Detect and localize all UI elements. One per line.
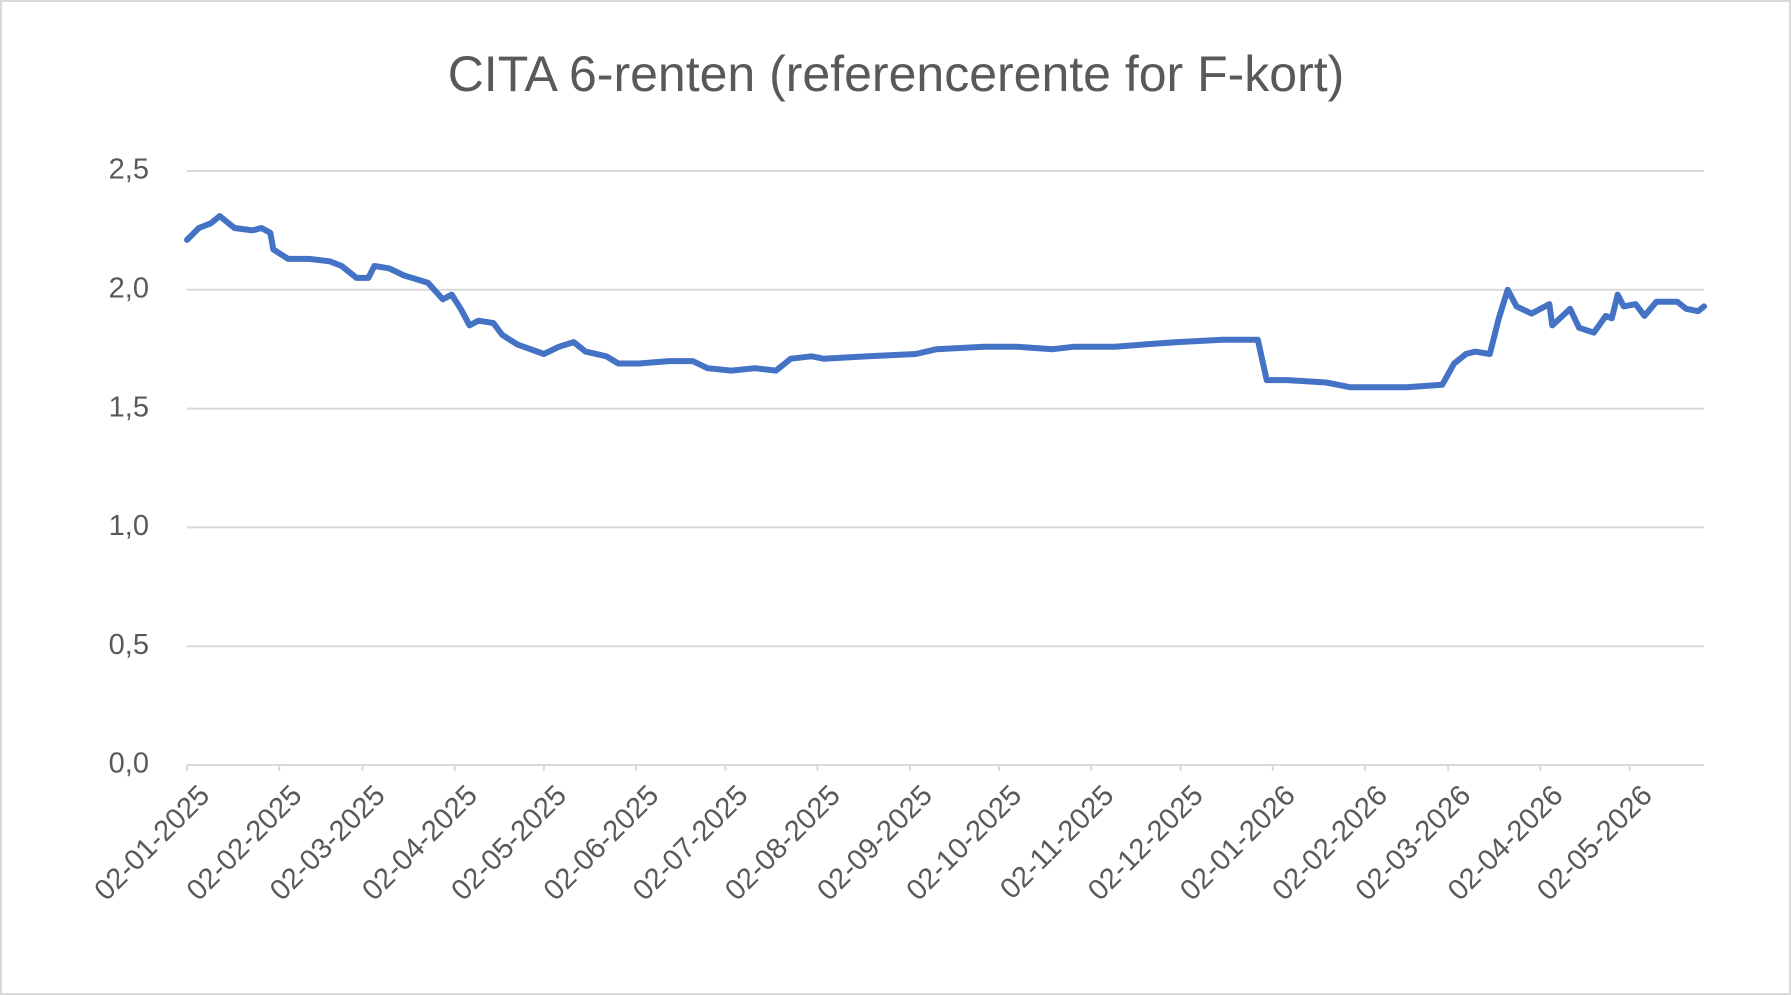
y-tick-label: 2,0 bbox=[109, 272, 149, 304]
y-tick-label: 0,0 bbox=[109, 748, 149, 780]
y-tick-label: 1,5 bbox=[109, 391, 149, 423]
y-tick-label: 1,0 bbox=[109, 510, 149, 542]
y-tick-label: 0,5 bbox=[109, 629, 149, 661]
chart-title: CITA 6-renten (referencerente for F-kort… bbox=[448, 46, 1345, 102]
line-series bbox=[184, 213, 1707, 391]
y-tick-label: 2,5 bbox=[109, 154, 149, 186]
